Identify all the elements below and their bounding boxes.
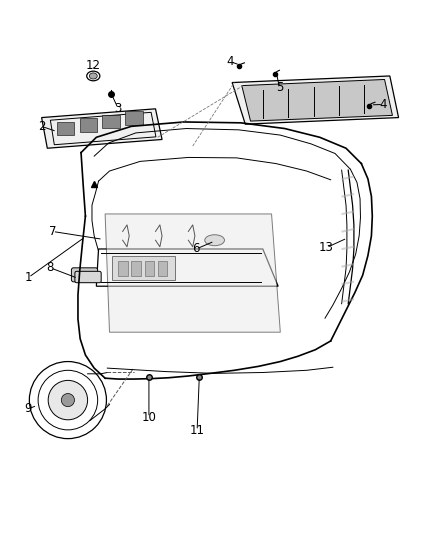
Polygon shape (112, 255, 175, 280)
Ellipse shape (89, 73, 97, 79)
FancyBboxPatch shape (75, 271, 101, 282)
Text: 9: 9 (25, 402, 32, 415)
Bar (125, 111, 143, 125)
Bar (131, 261, 141, 276)
Text: 4: 4 (226, 55, 234, 68)
Ellipse shape (205, 235, 224, 246)
Bar (145, 261, 154, 276)
Text: 7: 7 (49, 225, 57, 238)
Circle shape (48, 381, 88, 420)
Text: 2: 2 (38, 120, 46, 133)
Text: 1: 1 (25, 271, 32, 284)
Text: 8: 8 (47, 261, 54, 274)
Bar (118, 261, 128, 276)
Text: 3: 3 (115, 102, 122, 115)
Polygon shape (242, 79, 392, 121)
Text: 11: 11 (190, 424, 205, 437)
Bar (57, 122, 74, 135)
Bar (102, 115, 120, 128)
Text: 10: 10 (141, 411, 156, 424)
Text: 4: 4 (379, 98, 387, 111)
Circle shape (61, 393, 74, 407)
Bar (80, 118, 97, 132)
Text: 12: 12 (86, 59, 101, 71)
Text: 6: 6 (192, 243, 200, 255)
Text: 13: 13 (319, 241, 334, 254)
Text: 5: 5 (276, 82, 283, 94)
Polygon shape (232, 76, 399, 124)
Bar (158, 261, 167, 276)
Polygon shape (105, 214, 280, 332)
FancyBboxPatch shape (71, 268, 98, 282)
Polygon shape (42, 109, 162, 148)
